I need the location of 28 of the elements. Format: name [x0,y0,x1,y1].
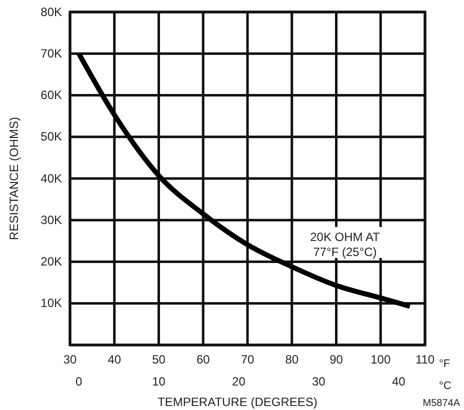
annotation: 20K OHM AT 77°F (25°C) [310,230,381,259]
y-axis-title: RESISTANCE (OHMS) [7,116,21,240]
x-tick-label: 50 [152,352,166,367]
y-tick-label: 70K [40,46,62,60]
x-tick-label: 90 [330,352,344,367]
x-tick-label: 40 [108,352,122,367]
x2-tick-label: 20 [232,374,246,389]
y-tick-label: 80K [40,4,62,19]
x2-tick-label: 30 [312,374,326,389]
y-tick-label: 50K [40,130,62,144]
x-tick-label: 80 [285,352,299,367]
y-tick-label: 10K [40,296,62,310]
text: M5874A [422,398,460,409]
y-tick-label: 40K [40,171,62,186]
y-tick-label: 20K [40,254,62,269]
text: °F [439,358,450,370]
x2-tick-label: 0 [75,374,82,389]
y-tick-label: 60K [40,88,62,102]
x-axis-title: TEMPERATURE (DEGREES) [158,395,318,409]
x-tick-label: 30 [63,352,77,367]
y-tick-label: 30K [40,212,62,227]
x2-tick-label: 10 [152,374,166,389]
x2-tick-label: 40 [392,374,406,389]
x-tick-label: 60 [196,352,210,367]
x-tick-label: 70 [240,352,254,367]
x-tick-label: 110 [415,352,435,367]
x-tick-label: 100 [370,352,391,367]
text: °C [439,380,452,392]
